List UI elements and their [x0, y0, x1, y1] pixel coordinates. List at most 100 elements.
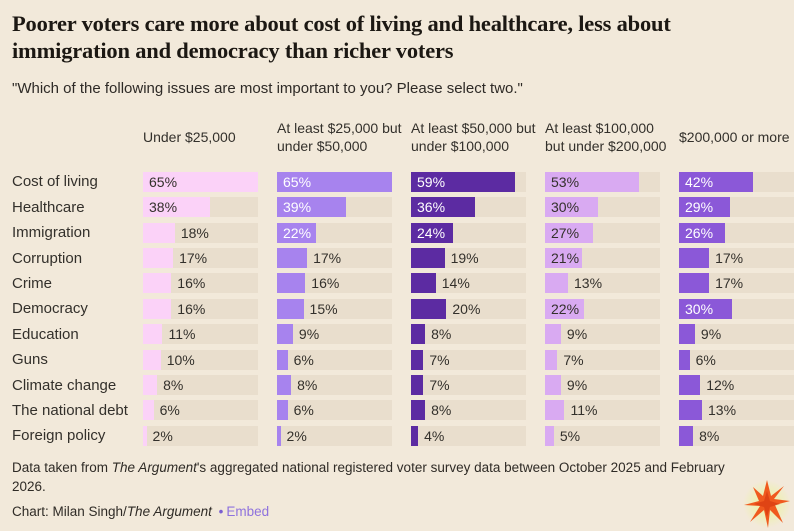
bar: [277, 375, 292, 395]
bar: [679, 222, 725, 243]
bar-cell: 14%: [411, 273, 545, 294]
bar-cell: 9%: [277, 324, 411, 345]
row-label: Healthcare: [12, 198, 85, 216]
row-label: The national debt: [12, 401, 128, 419]
bar-value-label: 8%: [431, 402, 452, 419]
bar-cell: 20%: [411, 298, 545, 319]
bar-cell: 5%: [545, 425, 679, 446]
bar-value-label: 65%: [149, 173, 178, 190]
bar-cell: 17%: [679, 248, 794, 269]
starburst-logo-icon[interactable]: [743, 479, 791, 529]
bar-track: 16%: [143, 298, 258, 319]
bar-cell: 4%: [411, 425, 545, 446]
bar-cell: 7%: [411, 375, 545, 395]
bar-cell: 17%: [679, 273, 794, 294]
chart-row: Immigration 18% 22% 24% 27% 26%: [12, 222, 794, 243]
bar: [143, 400, 154, 421]
bar-value-label: 39%: [283, 199, 312, 216]
bar-track: 24%: [411, 222, 526, 243]
bar-cell: 36%: [411, 197, 545, 218]
bar: [277, 273, 306, 294]
bar: [545, 425, 554, 446]
bar-value-label: 7%: [429, 351, 450, 368]
bar: [277, 197, 346, 218]
bar: [679, 349, 690, 370]
bar-value-label: 2%: [152, 427, 173, 444]
bar-track: 6%: [679, 349, 794, 370]
bar-value-label: 8%: [431, 326, 452, 343]
bar-value-label: 6%: [293, 402, 314, 419]
bar-track: 14%: [411, 273, 526, 294]
chart-title: Poorer voters care more about cost of li…: [12, 11, 671, 64]
bar: [277, 324, 293, 345]
bar-track: 6%: [277, 349, 392, 370]
bar-track: 8%: [679, 425, 794, 446]
bar-cell: 6%: [277, 349, 411, 370]
bar-value-label: 2%: [286, 427, 307, 444]
bar-cell: 65%: [277, 171, 411, 192]
bar-track: 27%: [545, 222, 660, 243]
bar-value-label: 36%: [417, 199, 446, 216]
bar-track: 42%: [679, 171, 794, 192]
bar-cell: 13%: [679, 400, 794, 421]
bar-track: 4%: [411, 425, 526, 446]
bar: [545, 349, 558, 370]
bar-cell: 30%: [545, 197, 679, 218]
bar-cell: 39%: [277, 197, 411, 218]
bar-cell: 12%: [679, 375, 794, 395]
bar-track: 16%: [143, 273, 258, 294]
credit-line: Chart: Milan Singh/The Argument • Embed: [12, 503, 270, 519]
bar-value-label: 8%: [163, 377, 184, 393]
bar-value-label: 10%: [166, 351, 195, 368]
chart-row: Climate change 8% 8% 7% 9% 12%: [12, 375, 794, 395]
bar: [679, 171, 754, 192]
bar: [277, 298, 304, 319]
bar-value-label: 24%: [417, 224, 446, 241]
bar-value-label: 29%: [685, 199, 714, 216]
bar: [545, 298, 584, 319]
bar-value-label: 16%: [311, 275, 340, 292]
bar-track: 8%: [277, 375, 392, 395]
bar-value-label: 17%: [715, 275, 744, 292]
bar-track: 17%: [143, 248, 258, 269]
bar: [143, 197, 211, 218]
bar: [679, 324, 695, 345]
bar-value-label: 6%: [293, 351, 314, 368]
bar-track: 6%: [277, 400, 392, 421]
row-label: Guns: [12, 351, 48, 369]
bar-track: 30%: [679, 298, 794, 319]
bar: [545, 324, 561, 345]
bar: [143, 349, 161, 370]
bar: [545, 248, 583, 269]
bar-value-label: 11%: [168, 326, 196, 343]
bar-track: 9%: [545, 324, 660, 345]
bar-cell: 9%: [545, 375, 679, 395]
bar-value-label: 18%: [180, 224, 209, 241]
bar-track: 2%: [277, 425, 392, 446]
bar: [143, 375, 158, 395]
chart-footer: Data taken from The Argument's aggregate…: [12, 459, 727, 522]
chart-row: The national debt 6% 6% 8% 11% 13%: [12, 400, 794, 421]
bar: [143, 222, 175, 243]
bar: [411, 222, 454, 243]
bar-value-label: 9%: [566, 377, 588, 393]
bar-cell: 16%: [143, 298, 277, 319]
chart-row: Guns 10% 6% 7% 7% 6%: [12, 349, 794, 370]
bar-track: 11%: [545, 400, 660, 421]
bar-cell: 21%: [545, 248, 679, 269]
bar: [411, 298, 447, 319]
embed-link[interactable]: Embed: [226, 503, 270, 519]
bar-cell: 38%: [143, 197, 277, 218]
column-header-3: At least $100,000 but under $200,000: [545, 119, 667, 154]
chart-header-row: Under $25,000 At least $25,000 but under …: [12, 106, 794, 168]
bar-value-label: 42%: [685, 173, 714, 190]
bar: [277, 349, 288, 370]
chart-row: Education 11% 9% 8% 9% 9%: [12, 324, 794, 345]
bar-value-label: 65%: [283, 173, 312, 190]
bar-value-label: 6%: [159, 402, 180, 419]
chart-subtitle: "Which of the following issues are most …: [12, 79, 523, 97]
bar-value-label: 5%: [559, 427, 581, 444]
column-header-4: $200,000 or more: [679, 128, 790, 145]
source-note: Data taken from The Argument's aggregate…: [12, 459, 725, 494]
bar-cell: 8%: [277, 375, 411, 395]
